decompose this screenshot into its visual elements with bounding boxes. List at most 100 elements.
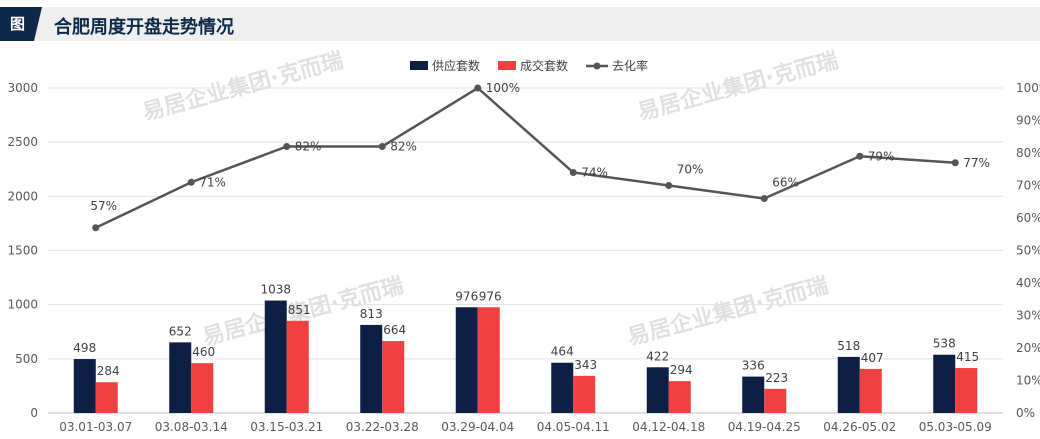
y-right-tick-40: 40% xyxy=(1016,276,1040,290)
x-tick-9: 05.03-05.09 xyxy=(919,420,992,434)
label-deal-1: 460 xyxy=(192,345,215,359)
rate-point-7 xyxy=(760,195,768,202)
legend-swatch-supply xyxy=(410,61,428,70)
x-tick-3: 03.22-03.28 xyxy=(346,420,419,434)
bar-supply-2 xyxy=(264,300,287,413)
bar-deal-8 xyxy=(859,368,882,413)
label-rate-7: 66% xyxy=(772,176,799,190)
label-rate-8: 79% xyxy=(868,149,895,163)
label-supply-9: 538 xyxy=(933,337,956,351)
label-supply-8: 518 xyxy=(837,339,860,353)
label-deal-4: 976 xyxy=(479,289,502,303)
y-left-tick-3000: 3000 xyxy=(7,81,38,95)
bar-deal-2 xyxy=(286,320,309,413)
bar-deal-7 xyxy=(764,388,787,413)
y-right-tick-70: 70% xyxy=(1016,179,1040,193)
label-supply-3: 813 xyxy=(360,307,383,321)
label-deal-5: 343 xyxy=(574,358,597,372)
legend-label-deal: 成交套数 xyxy=(520,58,568,73)
page-title: 合肥周度开盘走势情况 xyxy=(54,17,234,38)
label-supply-7: 336 xyxy=(742,359,765,373)
label-supply-1: 652 xyxy=(169,324,192,338)
legend-label-rate: 去化率 xyxy=(612,58,648,73)
y-left-tick-1000: 1000 xyxy=(7,298,38,312)
figure-badge: 图 xyxy=(0,7,42,41)
rate-point-3 xyxy=(378,143,386,150)
x-tick-8: 04.26-05.02 xyxy=(823,420,896,434)
rate-point-6 xyxy=(665,182,673,189)
x-tick-1: 03.08-03.14 xyxy=(155,420,228,434)
watermark-1: 易居企业集团·克而瑞 xyxy=(635,47,841,126)
bar-supply-9 xyxy=(933,354,956,413)
x-tick-2: 03.15-03.21 xyxy=(250,420,323,434)
bar-supply-8 xyxy=(837,356,860,413)
y-left-tick-2000: 2000 xyxy=(7,189,38,203)
y-right-tick-30: 30% xyxy=(1016,309,1040,323)
bar-deal-6 xyxy=(668,381,691,413)
watermark-3: 易居企业集团·克而瑞 xyxy=(625,272,831,351)
rate-point-1 xyxy=(187,178,195,186)
y-right-tick-0: 0% xyxy=(1016,406,1035,420)
y-right-tick-80: 80% xyxy=(1016,146,1040,160)
bar-deal-3 xyxy=(382,341,405,413)
bar-deal-1 xyxy=(191,363,214,413)
rate-point-4 xyxy=(474,84,482,92)
bar-supply-6 xyxy=(646,367,669,413)
label-deal-7: 223 xyxy=(765,371,788,385)
label-deal-2: 851 xyxy=(288,303,311,317)
label-deal-9: 415 xyxy=(956,350,979,364)
legend-marker-rate xyxy=(593,62,601,70)
bar-supply-1 xyxy=(169,342,192,413)
legend-swatch-deal xyxy=(498,61,516,70)
label-rate-3: 82% xyxy=(390,140,417,154)
label-rate-9: 77% xyxy=(963,156,990,170)
x-tick-4: 03.29-04.04 xyxy=(441,420,514,434)
title-bar: 图 合肥周度开盘走势情况 xyxy=(0,7,1040,41)
label-deal-6: 294 xyxy=(670,363,693,377)
label-deal-0: 284 xyxy=(97,364,120,378)
y-right-tick-90: 90% xyxy=(1016,114,1040,128)
rate-point-5 xyxy=(569,169,577,176)
rate-line xyxy=(95,86,956,229)
badge-label: 图 xyxy=(10,15,26,33)
bar-supply-5 xyxy=(551,362,574,413)
rate-point-0 xyxy=(92,224,100,232)
label-supply-5: 464 xyxy=(551,345,574,359)
x-tick-0: 03.01-03.07 xyxy=(59,420,132,434)
bar-deal-9 xyxy=(955,368,978,413)
bar-deal-0 xyxy=(95,382,118,413)
y-right-tick-100: 100% xyxy=(1016,81,1040,95)
watermark-0: 易居企业集团·克而瑞 xyxy=(140,47,346,126)
badge-shape xyxy=(0,7,42,41)
x-tick-6: 04.12-04.18 xyxy=(632,420,705,434)
rate-point-2 xyxy=(283,143,291,150)
y-right-tick-50: 50% xyxy=(1016,244,1040,258)
bar-deal-4 xyxy=(477,307,500,413)
label-supply-2: 1038 xyxy=(260,283,291,297)
bar-supply-0 xyxy=(73,359,96,413)
bar-deal-5 xyxy=(573,375,596,413)
y-left-tick-500: 500 xyxy=(15,352,38,366)
label-rate-5: 74% xyxy=(581,166,608,180)
bar-supply-3 xyxy=(360,324,383,413)
rate-point-9 xyxy=(951,159,959,167)
label-rate-2: 82% xyxy=(295,140,322,154)
bar-supply-4 xyxy=(455,307,478,413)
label-supply-4: 976 xyxy=(455,289,478,303)
y-left-tick-0: 0 xyxy=(30,406,38,420)
y-right-tick-10: 10% xyxy=(1016,374,1040,388)
label-rate-0: 57% xyxy=(90,199,117,213)
label-deal-8: 407 xyxy=(861,351,884,365)
legend-label-supply: 供应套数 xyxy=(432,58,480,73)
rate-point-8 xyxy=(856,152,864,160)
label-supply-6: 422 xyxy=(646,349,669,363)
y-right-tick-60: 60% xyxy=(1016,211,1040,225)
label-supply-0: 498 xyxy=(73,341,96,355)
x-tick-7: 04.19-04.25 xyxy=(728,420,801,434)
y-left-tick-2500: 2500 xyxy=(7,135,38,149)
label-rate-1: 71% xyxy=(199,175,226,189)
label-rate-6: 70% xyxy=(677,163,704,177)
bar-supply-7 xyxy=(742,376,765,413)
y-left-tick-1500: 1500 xyxy=(7,244,38,258)
